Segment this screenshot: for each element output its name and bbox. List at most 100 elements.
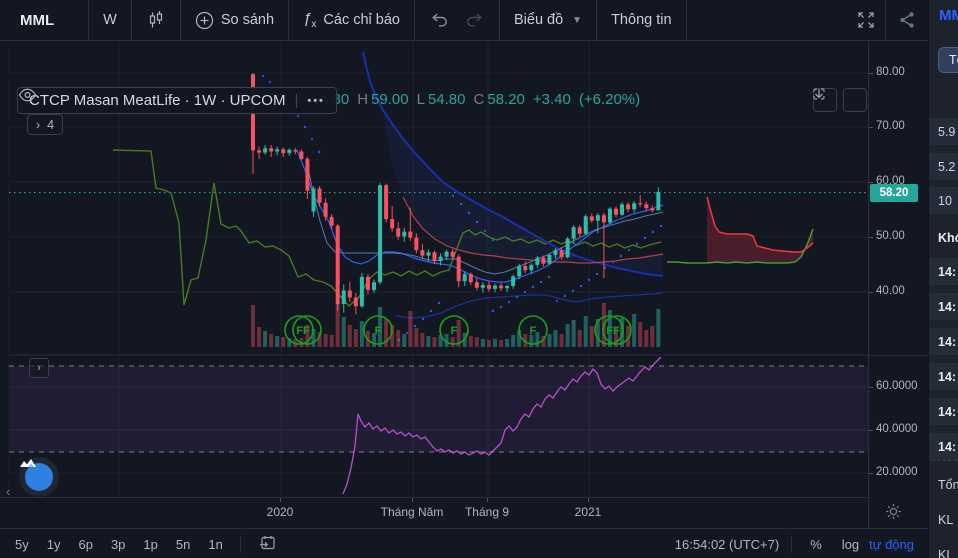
svg-text:FF: FF	[606, 325, 620, 337]
event-marker: F	[518, 315, 548, 345]
legend-menu-button[interactable]: •••	[307, 94, 325, 107]
range-button-1p[interactable]: 1p	[143, 536, 158, 552]
axis-label: 80.00	[869, 66, 905, 78]
maximize-pane-button[interactable]	[813, 88, 867, 112]
arrow-down-icon	[815, 89, 823, 99]
plus-circle-icon	[195, 11, 213, 29]
range-button-1n[interactable]: 1n	[208, 536, 223, 552]
rsi-pane-collapse-button[interactable]: ›	[29, 358, 49, 378]
panel-row: 14:	[929, 433, 958, 460]
toolbar-divider	[130, 0, 132, 40]
legend-divider: |	[294, 92, 299, 109]
toolbar-divider	[685, 0, 687, 40]
eye-icon[interactable]	[18, 88, 37, 102]
bottom-toolbar: 5y 1y 6p 3p 1p 5n 1n 16:54:02 (UTC+7) % log tự…	[0, 528, 928, 558]
toolbar-divider	[179, 0, 181, 40]
time-label: 2020	[266, 505, 294, 519]
time-label: Tháng 9	[464, 505, 510, 519]
panel-row: 10	[929, 187, 958, 214]
toolbar-divider	[885, 0, 886, 40]
axis-label: 50.00	[869, 230, 905, 242]
share-icon	[900, 12, 914, 28]
share-button[interactable]	[886, 0, 928, 40]
panel-row: 14:	[929, 293, 958, 320]
panel-row: 5.2	[929, 153, 958, 180]
panel-row: 14:	[929, 363, 958, 390]
time-axis[interactable]: 2020 Tháng Năm Tháng 9 2021	[0, 497, 928, 529]
bottombar-right: 16:54:02 (UTC+7) % log tự động	[671, 535, 928, 553]
axis-label: 70.00	[869, 120, 905, 132]
drawing-panel-toggle[interactable]: ‹	[6, 484, 11, 499]
chevron-right-icon: ›	[37, 362, 41, 374]
panel-row: 14:	[929, 258, 958, 285]
svg-text:FF: FF	[296, 325, 310, 337]
candlestick-icon	[149, 11, 162, 28]
range-button-1y[interactable]: 1y	[46, 536, 61, 552]
calendar-icon	[259, 535, 275, 549]
undo-button[interactable]	[415, 0, 457, 40]
range-button-6p[interactable]: 6p	[78, 536, 93, 552]
chart-svg[interactable]: FF F F F FF	[9, 40, 869, 497]
interval-button[interactable]: W	[103, 12, 117, 28]
legend[interactable]: CTCP Masan MeatLife · 1W · UPCOM | •••	[17, 87, 337, 114]
range-button-5n[interactable]: 5n	[175, 536, 191, 552]
compare-button[interactable]: So sánh	[181, 0, 288, 40]
axis-label: 40.00	[869, 285, 905, 297]
axis-label: 60.00	[869, 175, 905, 187]
event-marker: F	[439, 315, 469, 345]
panel-row: KL	[938, 512, 954, 527]
fx-icon: ƒx	[303, 10, 317, 30]
log-scale-button[interactable]: log	[841, 536, 860, 552]
ma-slow-blue	[362, 51, 664, 277]
axis-label: 20.0000	[869, 466, 918, 478]
panel-row: 14:	[929, 328, 958, 355]
indicators-label: Các chỉ báo	[323, 12, 400, 28]
symbol-button[interactable]: MML	[20, 11, 55, 29]
event-marker: FF	[594, 315, 632, 345]
axis-label: 40.0000	[869, 423, 918, 435]
panel-row: Khớp	[938, 230, 958, 245]
event-marker: F	[363, 315, 393, 345]
broker-logo	[19, 457, 59, 497]
panel-row: Tổn	[938, 477, 958, 492]
toolbar-divider	[498, 0, 500, 40]
panel-row: KL	[938, 547, 954, 558]
toolbar-divider	[596, 0, 598, 40]
collapse-pane-button[interactable]	[813, 88, 837, 112]
range-buttons: 5y 1y 6p 3p 1p 5n 1n	[6, 537, 232, 552]
percent-scale-button[interactable]: %	[810, 536, 822, 552]
panel-overview-button[interactable]: Tổng quan	[938, 47, 958, 73]
event-marker: FF	[284, 315, 322, 345]
redo-button[interactable]	[457, 0, 499, 40]
toolbar-divider	[288, 0, 290, 40]
rsi-line	[342, 356, 662, 495]
gear-icon[interactable]	[885, 503, 902, 525]
chart-menu-button[interactable]: Biểu đồ ▼	[500, 0, 596, 40]
indicators-collapsed-button[interactable]: › 4	[27, 114, 64, 135]
panel-row: 5.9	[929, 118, 958, 145]
go-to-date-button[interactable]	[259, 535, 277, 554]
legend-title: CTCP Masan MeatLife · 1W · UPCOM	[29, 92, 286, 109]
panel-separator	[932, 460, 958, 461]
ma-steel	[305, 157, 664, 275]
indicators-button[interactable]: ƒx Các chỉ báo	[289, 0, 414, 40]
fullscreen-button[interactable]	[847, 0, 885, 40]
range-button-5y[interactable]: 5y	[15, 536, 29, 552]
price-axis[interactable]: 58.20 80.00 70.00 60.00 50.00 40.00 60.0000 40…	[868, 40, 929, 528]
top-toolbar: MML W So sánh ƒx Các chỉ báo	[0, 0, 928, 41]
undo-icon	[432, 12, 447, 27]
toolbar-divider	[88, 0, 90, 40]
redo-icon	[467, 12, 482, 27]
ma-red	[402, 196, 664, 264]
chart-style-button[interactable]	[132, 0, 180, 40]
right-panel: MML Tổng quan 5.9 5.2 10 Khớp 14: 14: 14: 14: 14…	[928, 0, 958, 558]
info-button[interactable]: Thông tin	[611, 12, 672, 28]
clock[interactable]: 16:54:02 (UTC+7)	[674, 536, 780, 552]
band-lower-blue	[395, 292, 664, 319]
compare-label: So sánh	[220, 12, 275, 28]
chart-canvas[interactable]: FF F F F FF CTCP Masan MeatLife · 1W · UPCOM…	[6, 40, 869, 499]
range-button-3p[interactable]: 3p	[110, 536, 126, 552]
auto-scale-button[interactable]: tự động	[869, 536, 914, 552]
